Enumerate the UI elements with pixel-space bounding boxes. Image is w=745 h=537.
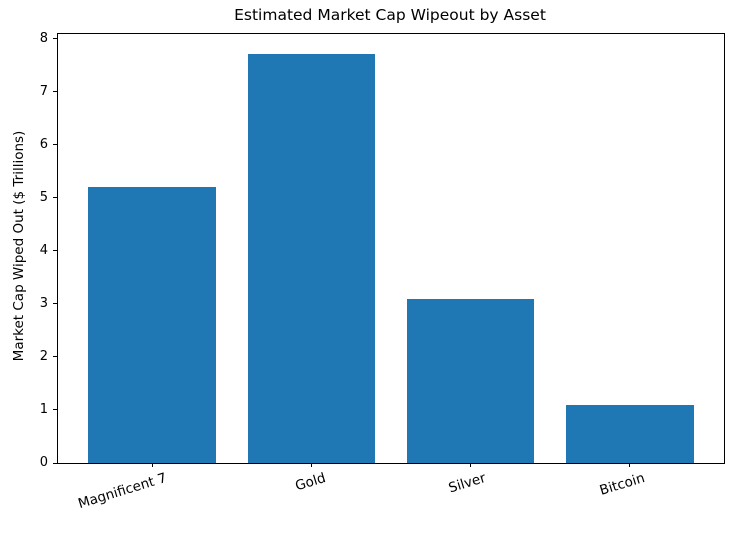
y-tick-label: 3: [39, 295, 48, 311]
y-tick-mark: [53, 462, 57, 464]
y-tick-label: 2: [39, 348, 48, 364]
y-tick-mark: [53, 197, 57, 199]
x-tick-label: Gold: [293, 470, 329, 495]
y-tick-label: 6: [39, 136, 48, 152]
y-tick-label: 8: [39, 30, 48, 46]
plot-area: 0 1 2 3 4 5 6 7 8 Magnificent 7 Gold Silver Bitcoin: [40, 31, 725, 512]
y-tick-label: 0: [39, 455, 48, 470]
y-tick-mark: [53, 409, 57, 411]
y-tick-mark: [53, 303, 57, 305]
chart-title: Estimated Market Cap Wipeout by Asset: [234, 6, 546, 24]
y-tick-mark: [53, 250, 57, 252]
y-tick-mark: [53, 356, 57, 358]
y-tick-label: 5: [39, 189, 48, 205]
x-tick-label: Magnificent 7: [76, 470, 169, 513]
bar-bitcoin: [566, 404, 694, 463]
x-tick-label: Silver: [446, 470, 488, 497]
bar-gold: [247, 54, 376, 463]
y-tick-label: 4: [39, 242, 48, 258]
bar-magnificent-7: [88, 187, 216, 463]
x-axis-ticks: Magnificent 7 Gold Silver Bitcoin: [58, 34, 724, 512]
bar-silver: [406, 298, 535, 463]
x-tick-label: Bitcoin: [597, 470, 647, 499]
y-tick-mark: [53, 91, 57, 93]
y-axis-ticks: 0 1 2 3 4 5 6 7 8: [40, 31, 724, 470]
x-tick-mark: [629, 463, 631, 467]
x-tick-mark: [470, 463, 472, 467]
y-tick-label: 1: [39, 401, 48, 417]
x-tick-mark: [310, 463, 312, 467]
y-tick-label: 7: [39, 83, 48, 99]
x-tick-mark: [151, 463, 153, 467]
bars-container: [58, 34, 724, 463]
y-tick-mark: [53, 38, 57, 39]
y-tick-mark: [53, 144, 57, 146]
